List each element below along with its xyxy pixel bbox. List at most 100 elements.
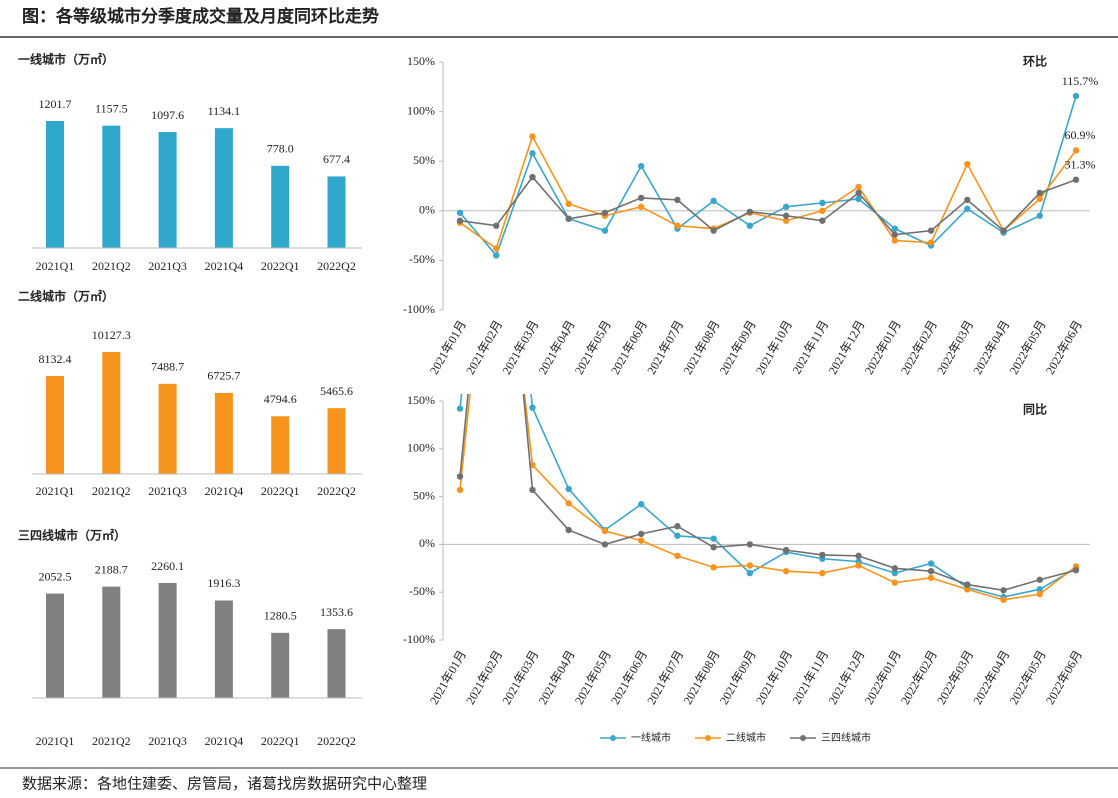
x-tick-label: 2022Q1	[261, 734, 300, 748]
point	[964, 586, 971, 593]
bar	[46, 121, 64, 248]
x-tick-label: 2021Q1	[36, 259, 75, 273]
point	[529, 150, 536, 157]
y-tick-label: 100%	[407, 103, 435, 117]
x-tick-label: 2022Q1	[261, 259, 300, 273]
x-tick-label: 2022年02月	[898, 318, 940, 377]
point	[1036, 586, 1043, 593]
x-tick-label: 2021年03月	[499, 648, 541, 707]
data-label: 1201.7	[39, 97, 72, 111]
x-tick-label: 2021年01月	[427, 648, 469, 707]
legend-label: 一线城市	[631, 731, 671, 744]
point	[746, 569, 754, 577]
point	[855, 195, 862, 203]
data-label: 778.0	[267, 142, 294, 156]
x-tick-label: 2021年10月	[753, 648, 795, 707]
chart-subtitle: 一线城市（万㎡）	[18, 52, 114, 67]
x-tick-label: 2021Q3	[148, 484, 187, 498]
x-tick-label: 2022年05月	[1007, 648, 1049, 707]
point	[1036, 195, 1043, 203]
bar	[46, 376, 64, 474]
y-tick-label: 0%	[419, 203, 435, 217]
point	[601, 527, 609, 535]
x-tick-label: 2022年03月	[934, 648, 976, 707]
point	[493, 245, 500, 252]
point	[565, 500, 572, 507]
data-label: 31.3%	[1065, 158, 1096, 172]
point	[565, 215, 572, 222]
x-tick-label: 2021年04月	[536, 318, 578, 377]
y-tick-label: -100%	[403, 632, 435, 646]
point	[637, 162, 645, 170]
data-label: 5465.6	[320, 384, 353, 398]
x-tick-label: 2021Q3	[148, 734, 187, 748]
x-tick-label: 2022年04月	[970, 648, 1012, 707]
point	[927, 567, 935, 575]
x-tick-label: 2021年02月	[463, 648, 505, 707]
data-label: 115.7%	[1062, 74, 1099, 88]
point	[891, 565, 899, 572]
series-line	[459, 134, 1077, 250]
x-tick-label: 2021年02月	[463, 318, 505, 377]
x-tick-label: 2021年07月	[644, 318, 686, 377]
point	[565, 485, 572, 493]
x-tick-label: 2021年01月	[427, 318, 469, 377]
x-tick-label: 2022Q2	[317, 484, 356, 498]
point	[782, 212, 790, 219]
bar	[102, 586, 121, 698]
series-line	[459, 175, 1077, 236]
x-tick-label: 2022Q2	[317, 259, 356, 273]
data-label: 7488.7	[151, 360, 184, 374]
chart-subtitle: 三四线城市（万㎡）	[18, 528, 126, 543]
legend-marker	[610, 735, 616, 741]
x-tick-label: 2022Q2	[317, 734, 356, 748]
plot-area	[456, 63, 1080, 604]
data-label: 8132.4	[39, 352, 72, 366]
bar	[46, 593, 64, 698]
bar	[271, 416, 290, 474]
legend-label: 二线城市	[726, 731, 766, 744]
x-tick-label: 2022年06月	[1043, 648, 1085, 707]
x-tick-label: 2021Q2	[92, 484, 131, 498]
point	[819, 551, 826, 559]
x-tick-label: 2021年05月	[572, 648, 614, 707]
point	[637, 537, 645, 544]
x-tick-label: 2021Q2	[92, 259, 131, 273]
point	[1036, 189, 1043, 197]
y-tick-label: -50%	[409, 252, 435, 266]
point	[565, 200, 572, 208]
x-tick-label: 2022年02月	[898, 648, 940, 707]
page-title: 图：各等级城市分季度成交量及月度同环比走势	[22, 6, 379, 27]
bar	[102, 352, 121, 474]
data-label: 2052.5	[39, 569, 72, 583]
point	[674, 532, 681, 539]
x-tick-label: 2021年09月	[717, 648, 759, 707]
point	[710, 227, 717, 234]
data-label: 1157.5	[95, 101, 128, 115]
point	[891, 569, 899, 577]
point	[710, 535, 717, 542]
data-label: 1280.5	[264, 609, 297, 623]
y-tick-label: -100%	[403, 302, 435, 316]
point	[456, 209, 464, 216]
point	[782, 203, 790, 211]
x-tick-label: 2022年05月	[1007, 318, 1049, 377]
point	[529, 486, 536, 494]
x-tick-label: 2021年07月	[644, 648, 686, 707]
point	[637, 501, 645, 508]
x-tick-label: 2022年01月	[862, 318, 904, 377]
point	[819, 217, 826, 224]
point	[964, 581, 971, 588]
point	[456, 405, 464, 412]
x-tick-label: 2021Q1	[36, 484, 75, 498]
point	[493, 252, 500, 259]
series-line	[459, 394, 1077, 592]
x-tick-label: 2021年05月	[572, 318, 614, 377]
point	[456, 486, 464, 494]
point	[493, 63, 499, 69]
x-tick-label: 2021年12月	[825, 318, 867, 377]
y-tick-label: 50%	[413, 153, 435, 167]
point	[964, 205, 971, 213]
x-tick-label: 2021Q4	[205, 484, 244, 498]
